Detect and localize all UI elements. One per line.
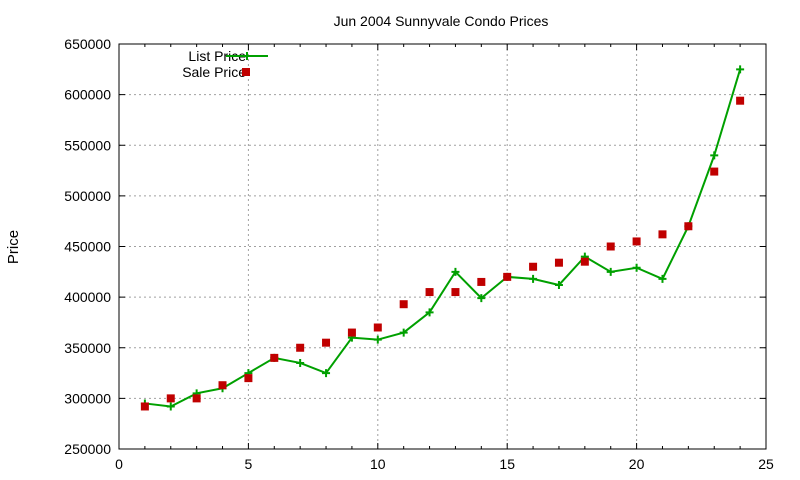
x-tick-label: 10 <box>370 456 386 472</box>
data-point <box>425 288 434 297</box>
data-point <box>580 257 589 266</box>
x-tick-label: 25 <box>758 456 774 472</box>
data-point <box>296 343 305 352</box>
plot-frame <box>118 43 767 450</box>
data-point <box>632 237 641 246</box>
data-point <box>166 402 175 411</box>
y-tick-label: 600000 <box>64 87 111 103</box>
data-point <box>296 358 305 367</box>
data-point <box>503 272 512 281</box>
data-point <box>373 323 382 332</box>
data-point <box>140 402 149 411</box>
data-point <box>736 65 745 74</box>
y-tick-label: 400000 <box>64 289 111 305</box>
data-point <box>529 274 538 283</box>
legend-label: Sale Price <box>182 64 246 80</box>
legend-swatch-marker <box>243 52 251 60</box>
data-point <box>477 294 486 303</box>
data-point <box>347 328 356 337</box>
data-point <box>658 274 667 283</box>
data-point <box>218 381 227 390</box>
data-point <box>270 353 279 362</box>
data-point <box>606 267 615 276</box>
y-tick-label: 250000 <box>64 441 111 457</box>
data-point <box>244 374 253 383</box>
data-point <box>554 280 563 289</box>
legend-label: List Price <box>188 48 246 64</box>
y-tick-label: 650000 <box>64 36 111 52</box>
data-point <box>322 369 331 378</box>
y-tick-label: 550000 <box>64 137 111 153</box>
data-point <box>451 288 460 297</box>
legend-entry: Sale Price <box>182 64 250 80</box>
data-point <box>451 267 460 276</box>
data-point <box>166 394 175 403</box>
y-tick-label: 500000 <box>64 188 111 204</box>
data-point <box>373 335 382 344</box>
y-tick-label: 300000 <box>64 390 111 406</box>
data-point <box>658 230 667 239</box>
data-point <box>529 262 538 271</box>
data-point <box>322 338 331 347</box>
data-point <box>399 300 408 309</box>
data-point <box>554 258 563 267</box>
grid <box>119 44 766 449</box>
legend-entry: List Price <box>188 48 268 64</box>
series-layer <box>140 65 745 411</box>
data-point <box>632 263 641 272</box>
series-2 <box>140 96 745 411</box>
series-line <box>144 69 742 408</box>
axis-ticks: 0 5 10 15 20 25 250000 300000 350000 400000 450000… <box>64 36 774 472</box>
data-point <box>710 167 719 176</box>
x-tick-label: 5 <box>245 456 253 472</box>
data-point <box>425 308 434 317</box>
chart-title: Jun 2004 Sunnyvale Condo Prices <box>334 13 549 29</box>
y-axis-label: Price <box>5 230 22 264</box>
x-tick-label: 20 <box>629 456 645 472</box>
data-point <box>606 242 615 251</box>
legend-swatch-marker <box>242 68 250 76</box>
data-point <box>399 328 408 337</box>
data-point <box>736 96 745 105</box>
data-point <box>710 151 719 160</box>
y-tick-label: 350000 <box>64 340 111 356</box>
y-tick-label: 450000 <box>64 239 111 255</box>
x-tick-label: 15 <box>499 456 515 472</box>
data-point <box>477 277 486 286</box>
data-point <box>684 222 693 231</box>
x-tick-label: 0 <box>115 456 123 472</box>
series-1 <box>140 65 745 411</box>
data-point <box>192 394 201 403</box>
